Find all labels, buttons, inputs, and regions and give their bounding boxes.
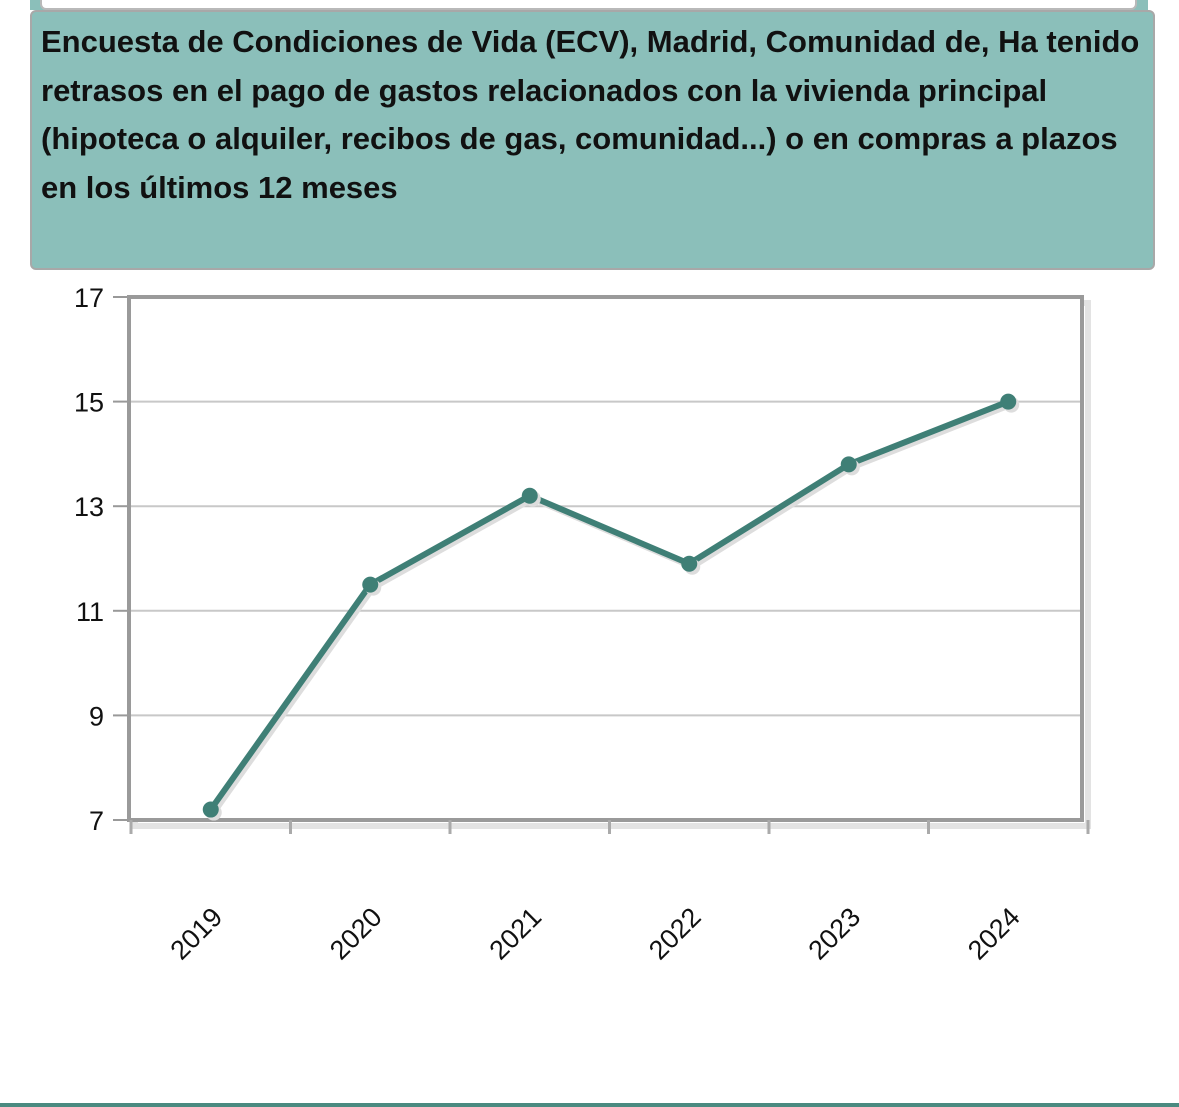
data-point — [362, 576, 379, 593]
plot-area — [129, 297, 1082, 820]
title-box: Encuesta de Condiciones de Vida (ECV), M… — [30, 10, 1155, 270]
data-point — [681, 555, 698, 572]
data-point — [840, 456, 857, 473]
x-tick-label: 2019 — [165, 902, 229, 966]
chart-title: Encuesta de Condiciones de Vida (ECV), M… — [41, 24, 1140, 205]
x-tick-label: 2024 — [962, 902, 1026, 966]
data-point — [202, 801, 219, 818]
x-tick-label: 2022 — [643, 902, 707, 966]
data-point — [521, 487, 538, 504]
y-tick-label: 11 — [76, 597, 104, 627]
y-tick-label: 17 — [74, 283, 104, 313]
plot-frame — [127, 295, 1084, 822]
y-tick-label: 13 — [74, 492, 104, 522]
x-tick-label: 2023 — [803, 902, 867, 966]
y-tick-label: 9 — [89, 701, 104, 731]
bottom-divider — [0, 1103, 1179, 1107]
x-tick-label: 2020 — [324, 902, 388, 966]
y-tick-label: 7 — [89, 806, 104, 836]
x-tick-label: 2021 — [484, 902, 548, 966]
data-point — [1000, 393, 1017, 410]
y-tick-label: 15 — [74, 388, 104, 418]
header-box — [40, 0, 1137, 10]
series-line — [208, 398, 1010, 812]
